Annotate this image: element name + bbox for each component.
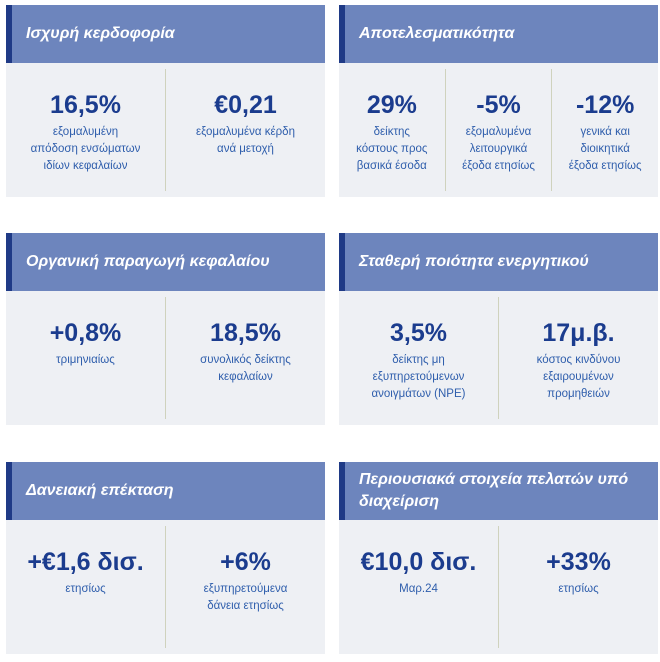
metric-label: τριμηνιαίως [56,354,115,366]
metric: €10,0 δισ. Μαρ.24 [339,526,498,648]
card-title: Δανειακή επέκταση [26,482,174,499]
card-title: Περιουσιακά στοιχεία πελατών υπό διαχείρ… [359,471,629,510]
card-body: 16,5% εξομαλυμένη απόδοση ενσώματων ιδίων… [6,63,325,197]
metric-value: +6% [220,548,271,576]
metric-label: εξομαλυμένα κέρδη ανά μετοχή [196,126,295,155]
kpi-card: Ισχυρή κερδοφορία 16,5% εξομαλυμένη απόδοσ… [6,5,325,197]
card-header: Περιουσιακά στοιχεία πελατών υπό διαχείρ… [339,462,658,520]
card-header: Οργανική παραγωγή κεφαλαίου [6,233,325,291]
metric: 29% δείκτης κόστους προς βασικά έσοδα [339,69,445,191]
card-body: +€1,6 δισ. ετησίως +6% εξυπηρετούμενα δάνει… [6,520,325,654]
card-title: Σταθερή ποιότητα ενεργητικού [359,253,589,270]
metric-label: συνολικός δείκτης κεφαλαίων [200,354,291,383]
kpi-card: Περιουσιακά στοιχεία πελατών υπό διαχείρ… [339,462,658,654]
metric-label: εξομαλυμένα λειτουργικά έξοδα ετησίως [462,126,535,172]
metric: 3,5% δείκτης μη εξυπηρετούμενων ανοιγμάτω… [339,297,498,419]
card-body: €10,0 δισ. Μαρ.24 +33% ετησίως [339,520,658,654]
metric: 18,5% συνολικός δείκτης κεφαλαίων [165,297,325,419]
metric-value: +33% [546,548,611,576]
metric-value: €0,21 [214,91,277,119]
metric-value: 29% [366,91,417,119]
card-body: +0,8% τριμηνιαίως 18,5% συνολικός δείκτης κ… [6,291,325,425]
metric: +6% εξυπηρετούμενα δάνεια ετησίως [165,526,325,648]
metric-label: γενικά και διοικητικά έξοδα ετησίως [568,126,642,172]
metric-value: +€1,6 δισ. [27,548,144,576]
metric-value: 17μ.β. [542,319,615,347]
kpi-card: Σταθερή ποιότητα ενεργητικού 3,5% δείκτης … [339,233,658,425]
metric-value: +0,8% [49,319,122,347]
kpi-card: Δανειακή επέκταση +€1,6 δισ. ετησίως +6% εξυ… [6,462,325,654]
kpi-card: Αποτελεσματικότητα 29% δείκτης κόστους προ… [339,5,658,197]
card-title: Αποτελεσματικότητα [359,25,515,42]
card-header: Ισχυρή κερδοφορία [6,5,325,63]
metric: +0,8% τριμηνιαίως [6,297,165,419]
metric-value: 3,5% [390,319,447,347]
kpi-card: Οργανική παραγωγή κεφαλαίου +0,8% τριμηνια… [6,233,325,425]
metric: 16,5% εξομαλυμένη απόδοση ενσώματων ιδίων… [6,69,165,191]
metric-value: 16,5% [50,91,121,119]
metric: -5% εξομαλυμένα λειτουργικά έξοδα ετησίως [444,69,552,191]
metric: +€1,6 δισ. ετησίως [6,526,165,648]
metric-value: -12% [575,91,635,119]
card-title: Ισχυρή κερδοφορία [26,25,175,42]
metric: +33% ετησίως [498,526,658,648]
metric-label: δείκτης μη εξυπηρετούμενων ανοιγμάτων (N… [371,354,466,400]
card-body: 3,5% δείκτης μη εξυπηρετούμενων ανοιγμάτω… [339,291,658,425]
metric-label: εξομαλυμένη απόδοση ενσώματων ιδίων κεφα… [30,126,141,172]
metric-value: 18,5% [210,319,281,347]
card-header: Αποτελεσματικότητα [339,5,658,63]
metric: €0,21 εξομαλυμένα κέρδη ανά μετοχή [165,69,325,191]
card-title: Οργανική παραγωγή κεφαλαίου [26,253,270,270]
card-body: 29% δείκτης κόστους προς βασικά έσοδα -5% ε… [339,63,658,197]
metric: -12% γενικά και διοικητικά έξοδα ετησίως [551,69,658,191]
card-header: Σταθερή ποιότητα ενεργητικού [339,233,658,291]
metric-label: ετησίως [558,583,599,595]
metric: 17μ.β. κόστος κινδύνου εξαιρουμένων προμη… [498,297,658,419]
metric-value: -5% [476,91,521,119]
card-header: Δανειακή επέκταση [6,462,325,520]
metric-label: Μαρ.24 [399,583,438,595]
metric-label: εξυπηρετούμενα δάνεια ετησίως [203,583,288,612]
metric-label: ετησίως [65,583,106,595]
metric-label: δείκτης κόστους προς βασικά έσοδα [356,126,428,172]
metric-label: κόστος κινδύνου εξαιρουμένων προμηθειών [536,354,621,400]
metric-value: €10,0 δισ. [360,548,477,576]
